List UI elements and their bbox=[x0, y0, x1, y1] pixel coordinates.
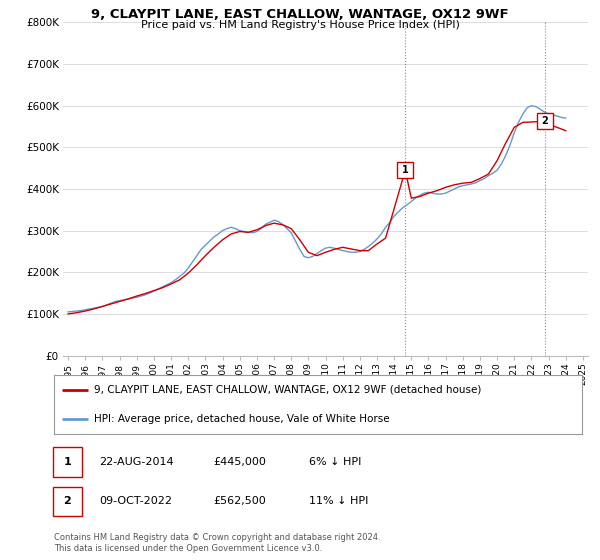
Text: £562,500: £562,500 bbox=[213, 496, 266, 506]
Text: 09-OCT-2022: 09-OCT-2022 bbox=[99, 496, 172, 506]
Text: Price paid vs. HM Land Registry's House Price Index (HPI): Price paid vs. HM Land Registry's House … bbox=[140, 20, 460, 30]
Text: 22-AUG-2014: 22-AUG-2014 bbox=[99, 457, 173, 467]
Text: HPI: Average price, detached house, Vale of White Horse: HPI: Average price, detached house, Vale… bbox=[94, 414, 389, 424]
Text: 9, CLAYPIT LANE, EAST CHALLOW, WANTAGE, OX12 9WF (detached house): 9, CLAYPIT LANE, EAST CHALLOW, WANTAGE, … bbox=[94, 385, 481, 395]
Text: Contains HM Land Registry data © Crown copyright and database right 2024.
This d: Contains HM Land Registry data © Crown c… bbox=[54, 533, 380, 553]
Text: 2: 2 bbox=[64, 496, 71, 506]
Text: 1: 1 bbox=[402, 165, 409, 175]
Text: 2: 2 bbox=[541, 116, 548, 127]
Text: £445,000: £445,000 bbox=[213, 457, 266, 467]
Text: 1: 1 bbox=[64, 457, 71, 467]
Text: 6% ↓ HPI: 6% ↓ HPI bbox=[309, 457, 361, 467]
Text: 9, CLAYPIT LANE, EAST CHALLOW, WANTAGE, OX12 9WF: 9, CLAYPIT LANE, EAST CHALLOW, WANTAGE, … bbox=[91, 8, 509, 21]
Text: 11% ↓ HPI: 11% ↓ HPI bbox=[309, 496, 368, 506]
